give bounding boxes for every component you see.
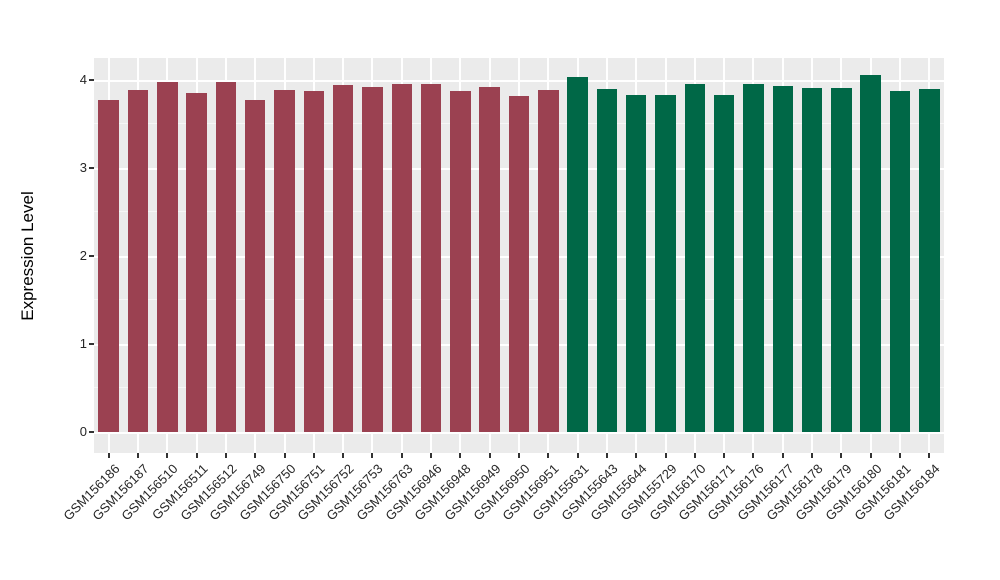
- x-tick-mark: [752, 453, 755, 458]
- x-tick-mark: [811, 453, 814, 458]
- bar-GSM156181: [889, 90, 911, 432]
- bar-GSM156951: [538, 89, 559, 432]
- bar-GSM156946: [420, 84, 442, 432]
- bar-GSM156749: [244, 100, 266, 432]
- bar-GSM156180: [860, 74, 881, 432]
- x-tick-mark: [840, 453, 843, 458]
- bar-GSM155631: [567, 77, 588, 432]
- bar-GSM156512: [215, 81, 237, 432]
- bar-GSM156752: [332, 85, 354, 432]
- y-tick-label: 2: [79, 247, 87, 263]
- x-tick-mark: [635, 453, 638, 458]
- y-gridline-major: [94, 79, 944, 82]
- bar-GSM156171: [713, 94, 735, 432]
- x-tick-mark: [576, 453, 579, 458]
- x-tick-mark: [136, 453, 139, 458]
- y-tick-label: 0: [79, 423, 87, 439]
- bar-GSM156950: [508, 95, 530, 432]
- y-tick-mark: [89, 254, 94, 257]
- bar-GSM156178: [801, 87, 823, 432]
- bar-GSM156184: [919, 88, 940, 432]
- bar-GSM156511: [186, 93, 207, 432]
- x-tick-mark: [899, 453, 902, 458]
- y-tick-mark: [89, 166, 94, 169]
- bar-GSM156751: [303, 91, 325, 432]
- bar-GSM156170: [684, 84, 706, 432]
- x-tick-mark: [693, 453, 696, 458]
- bar-GSM156179: [831, 87, 852, 432]
- y-tick-label: 3: [79, 159, 87, 175]
- bar-GSM156750: [274, 89, 295, 432]
- bar-GSM156949: [479, 87, 500, 432]
- x-tick-mark: [371, 453, 374, 458]
- bar-GSM156763: [391, 84, 413, 432]
- bar-GSM156510: [157, 81, 178, 432]
- x-tick-mark: [107, 453, 110, 458]
- x-tick-mark: [254, 453, 257, 458]
- x-tick-mark: [195, 453, 198, 458]
- x-tick-mark: [928, 453, 931, 458]
- y-axis-title: Expression Level: [18, 191, 37, 321]
- bar-GSM156176: [743, 83, 764, 432]
- x-tick-mark: [166, 453, 169, 458]
- plot-panel: [94, 58, 944, 453]
- x-tick-mark: [781, 453, 784, 458]
- x-tick-mark: [459, 453, 462, 458]
- x-tick-mark: [430, 453, 433, 458]
- y-tick-mark: [89, 78, 94, 81]
- x-tick-mark: [400, 453, 403, 458]
- x-tick-mark: [312, 453, 315, 458]
- x-tick-mark: [547, 453, 550, 458]
- bar-GSM155729: [655, 94, 676, 432]
- x-tick-mark: [869, 453, 872, 458]
- bar-GSM156186: [98, 100, 119, 432]
- y-gridline-major: [94, 431, 944, 434]
- x-tick-mark: [723, 453, 726, 458]
- bar-GSM156948: [450, 90, 471, 432]
- y-tick-mark: [89, 342, 94, 345]
- x-tick-mark: [283, 453, 286, 458]
- bar-GSM156187: [127, 89, 149, 432]
- x-tick-mark: [518, 453, 520, 458]
- y-tick-label: 4: [79, 71, 87, 87]
- x-tick-mark: [605, 453, 608, 458]
- bar-GSM155644: [625, 94, 647, 432]
- y-tick-label: 1: [79, 335, 87, 351]
- bar-GSM155643: [596, 88, 618, 432]
- y-tick-mark: [89, 430, 94, 433]
- x-tick-mark: [224, 453, 227, 458]
- x-tick-mark: [664, 453, 667, 458]
- bar-GSM156753: [362, 87, 383, 432]
- x-tick-mark: [488, 453, 491, 458]
- x-tick-mark: [342, 453, 345, 458]
- bar-GSM156177: [772, 86, 794, 432]
